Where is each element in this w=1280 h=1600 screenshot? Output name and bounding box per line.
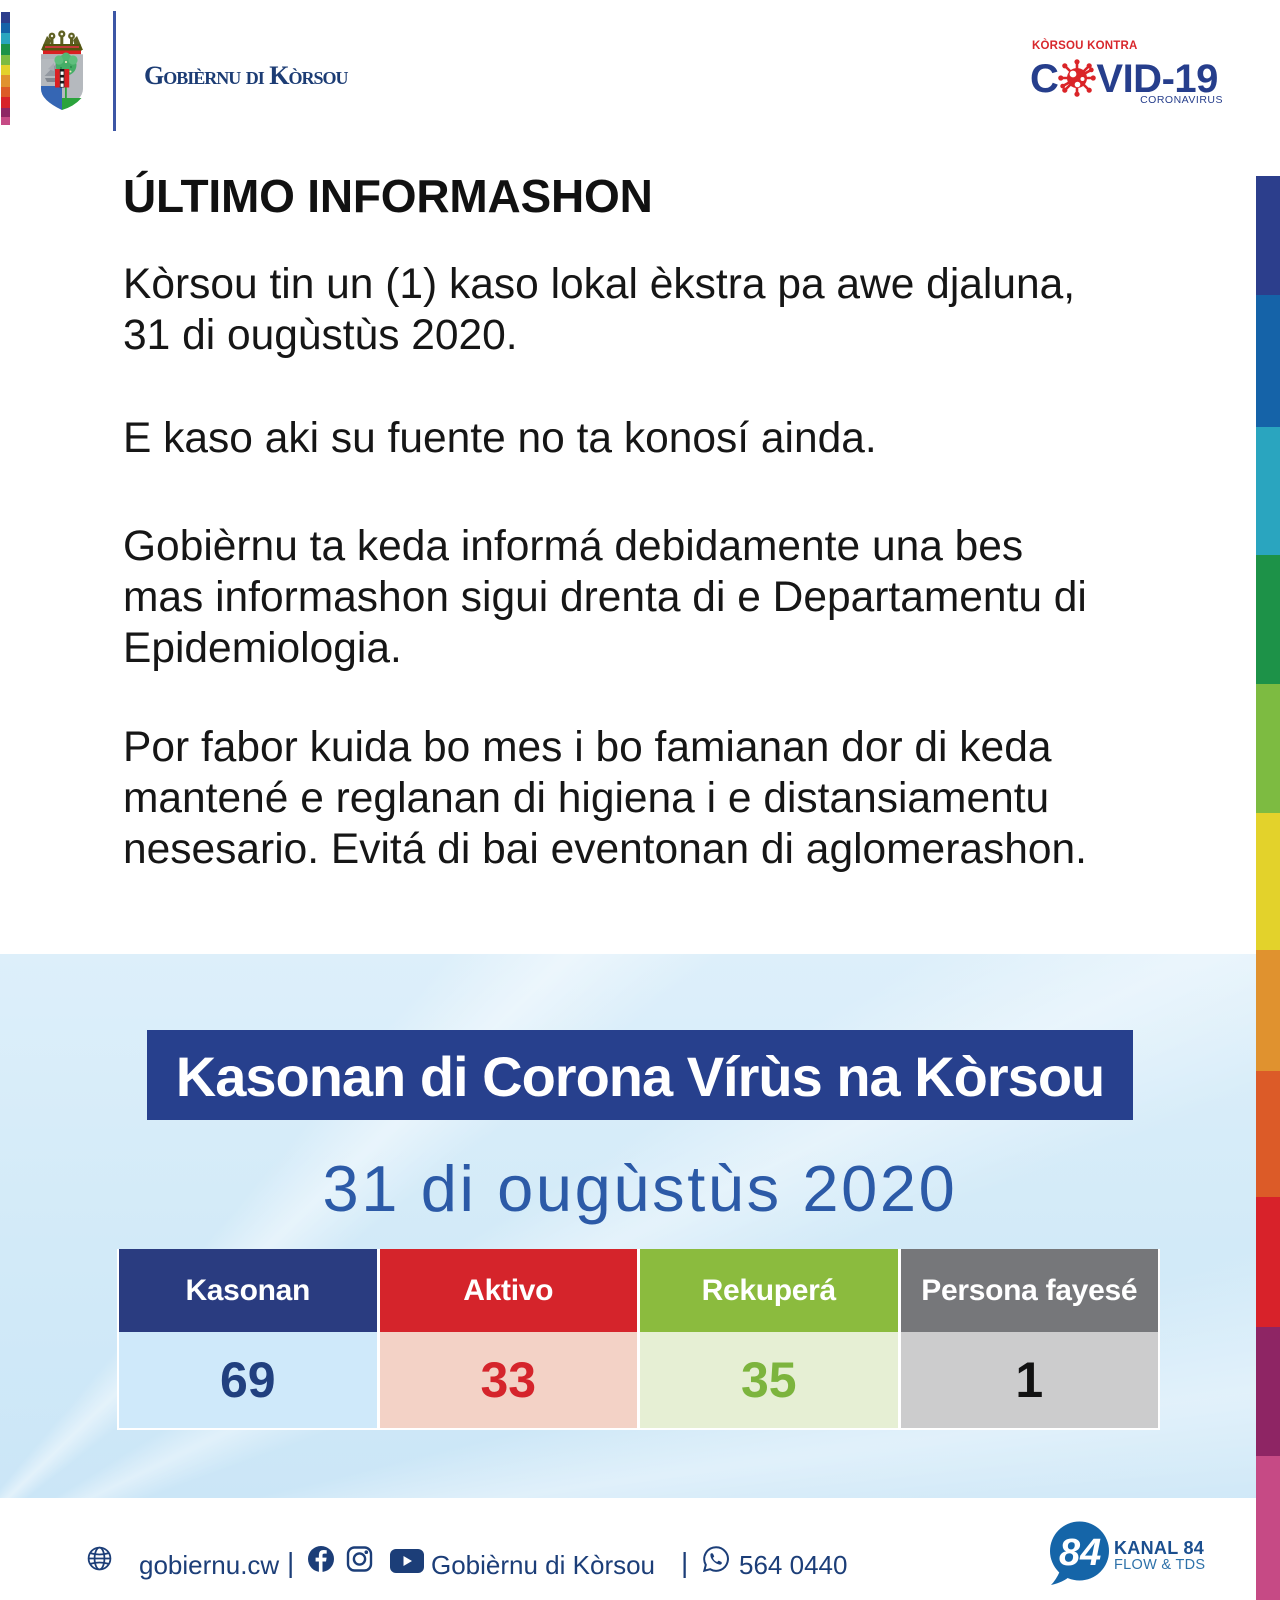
svg-text:84: 84 bbox=[1059, 1532, 1101, 1574]
